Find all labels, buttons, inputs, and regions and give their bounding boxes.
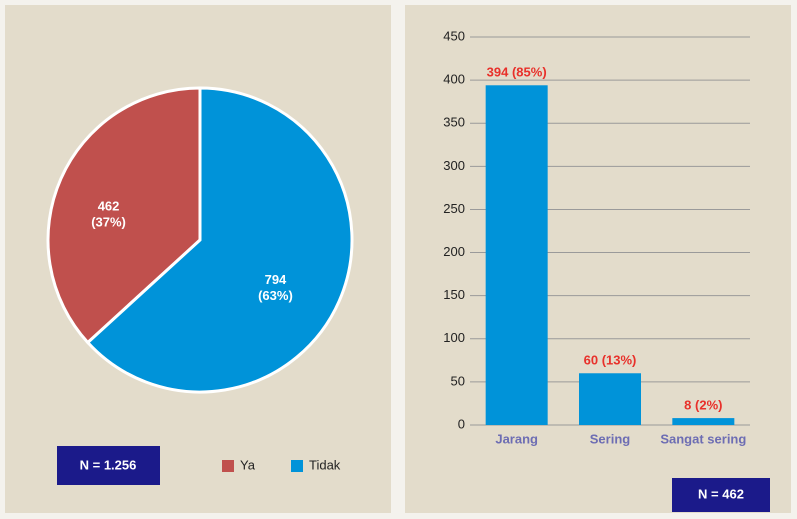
data-label: 60 (13%) <box>584 353 637 368</box>
n-box <box>672 478 770 512</box>
data-label: 462 (37%) <box>91 199 126 230</box>
legend-label: Ya <box>240 457 256 472</box>
y-tick-label: 100 <box>443 330 465 345</box>
x-tick-label: Jarang <box>495 431 538 446</box>
annotation: N = 1.256 <box>80 457 137 472</box>
pie-slice <box>85 86 354 394</box>
pie-slice <box>46 86 202 345</box>
x-tick-label: Sering <box>590 431 631 446</box>
annotation: N = 462 <box>698 486 744 501</box>
x-tick-label: Sangat sering <box>660 431 746 446</box>
y-tick-label: 350 <box>443 115 465 130</box>
y-tick-label: 400 <box>443 72 465 87</box>
legend-swatch <box>222 460 234 472</box>
bar-chart: 0 50 100 150 200 250 300 350 400 450 394 (85%) Jara… <box>443 28 770 512</box>
y-tick-label: 0 <box>458 416 465 431</box>
data-label: 394 (85%) <box>487 65 547 80</box>
y-tick-label: 450 <box>443 28 465 43</box>
right-panel <box>405 5 791 513</box>
y-tick-label: 300 <box>443 158 465 173</box>
y-tick-label: 200 <box>443 244 465 259</box>
bar <box>672 418 735 425</box>
data-label: 794 (63%) <box>258 272 293 303</box>
y-tick-label: 150 <box>443 287 465 302</box>
legend-swatch <box>291 460 303 472</box>
n-box <box>57 446 160 485</box>
bar <box>485 85 548 425</box>
y-tick-label: 50 <box>451 373 465 388</box>
y-tick-label: 250 <box>443 201 465 216</box>
pie-chart: 462 (37%) 794 (63%) N = 1.256 Ya Tidak <box>46 86 354 485</box>
bar <box>579 373 641 425</box>
data-label: 8 (2%) <box>684 398 722 413</box>
legend-label: Tidak <box>309 457 341 472</box>
